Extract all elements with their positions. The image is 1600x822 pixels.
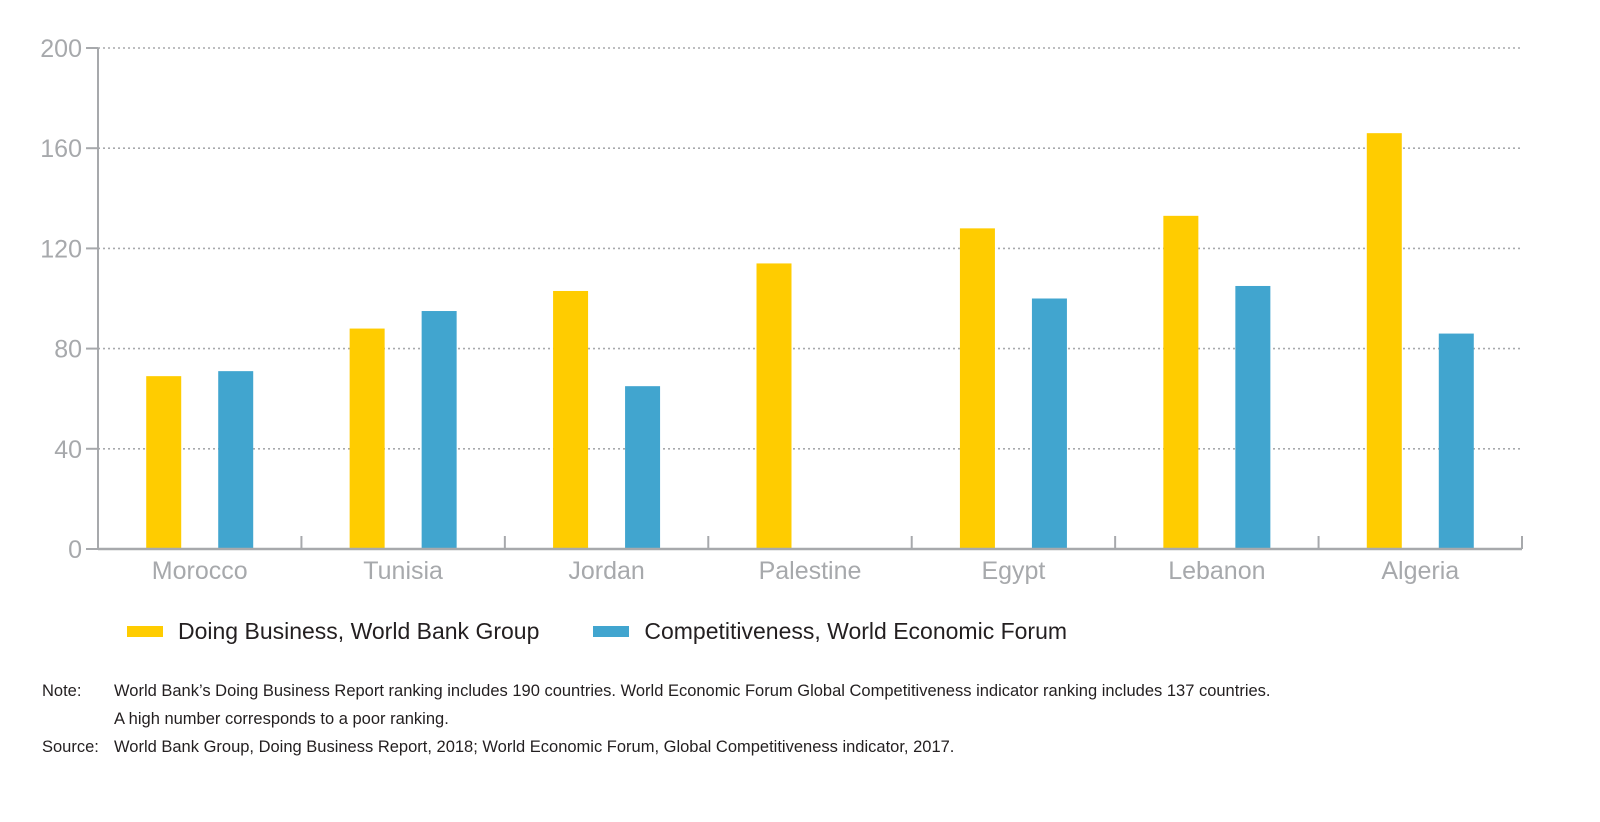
legend-item-competitiveness: Competitiveness, World Economic Forum bbox=[593, 618, 1067, 645]
source-text: World Bank Group, Doing Business Report,… bbox=[114, 738, 955, 756]
note-text-line2: A high number corresponds to a poor rank… bbox=[114, 710, 449, 728]
bar-doing-business-morocco bbox=[146, 376, 182, 549]
bar-competitiveness-egypt bbox=[1031, 298, 1067, 549]
x-tick-label: Tunisia bbox=[363, 557, 443, 585]
bar-competitiveness-lebanon bbox=[1235, 285, 1271, 549]
bar-doing-business-lebanon bbox=[1163, 215, 1199, 549]
note-text-line1: World Bank’s Doing Business Report ranki… bbox=[114, 682, 1271, 700]
x-tick-label: Palestine bbox=[759, 557, 862, 585]
note-row: Note: World Bank’s Doing Business Report… bbox=[42, 677, 1271, 705]
x-axis-labels: Morocco Tunisia Jordan Palestine Egypt Lebano… bbox=[152, 557, 1460, 585]
y-tick-label: 200 bbox=[40, 35, 82, 63]
x-tick-label: Algeria bbox=[1381, 557, 1459, 585]
y-tick-label: 160 bbox=[40, 135, 82, 163]
bar-competitiveness-morocco bbox=[218, 371, 254, 549]
legend-label-doing-business: Doing Business, World Bank Group bbox=[178, 618, 540, 644]
y-tick-label: 120 bbox=[40, 235, 82, 263]
y-tick-label: 0 bbox=[68, 536, 82, 564]
y-tick-label: 40 bbox=[54, 436, 82, 464]
axes bbox=[97, 48, 1523, 551]
x-tick-label: Morocco bbox=[152, 557, 248, 585]
footnotes: Note: World Bank’s Doing Business Report… bbox=[42, 677, 1271, 761]
note-label: Note: bbox=[42, 682, 82, 700]
x-tick-label: Egypt bbox=[981, 557, 1045, 585]
gridlines bbox=[98, 47, 1522, 450]
bar-chart: 0 40 80 120 160 200 Morocco Tunisia Jordan Pales… bbox=[40, 35, 1523, 585]
source-row: Source: World Bank Group, Doing Business… bbox=[42, 733, 1271, 761]
legend-item-doing-business: Doing Business, World Bank Group bbox=[127, 618, 539, 645]
legend-swatch-doing-business bbox=[127, 626, 163, 637]
bar-doing-business-palestine bbox=[756, 263, 792, 549]
legend: Doing Business, World Bank Group Competi… bbox=[127, 618, 1121, 645]
legend-label-competitiveness: Competitiveness, World Economic Forum bbox=[644, 618, 1068, 644]
y-tick-label: 80 bbox=[54, 336, 82, 364]
bar-doing-business-jordan bbox=[553, 290, 589, 549]
bar-competitiveness-jordan bbox=[625, 386, 661, 549]
bar-competitiveness-algeria bbox=[1438, 333, 1474, 549]
note-label-spacer bbox=[42, 705, 114, 733]
bar-doing-business-egypt bbox=[959, 228, 995, 550]
x-tick-label: Lebanon bbox=[1168, 557, 1265, 585]
y-axis-ticks: 0 40 80 120 160 200 bbox=[40, 35, 98, 564]
bar-doing-business-tunisia bbox=[349, 328, 385, 549]
legend-swatch-competitiveness bbox=[593, 626, 630, 637]
x-tick-label: Jordan bbox=[568, 557, 644, 585]
note-row-continued: A high number corresponds to a poor rank… bbox=[42, 705, 1271, 733]
source-label: Source: bbox=[42, 738, 99, 756]
bars bbox=[146, 133, 1474, 550]
bar-doing-business-algeria bbox=[1366, 133, 1402, 550]
bar-competitiveness-tunisia bbox=[421, 311, 457, 549]
